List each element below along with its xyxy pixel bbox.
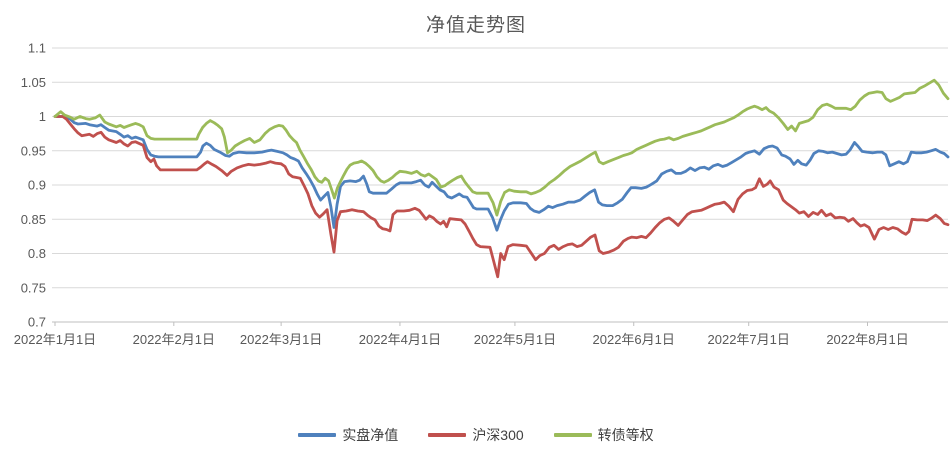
x-tick-label: 2022年2月1日 (133, 332, 215, 347)
x-tick-label: 2022年7月1日 (708, 332, 790, 347)
legend-item-hushen300: 沪深300 (428, 425, 524, 445)
x-tick-label: 2022年1月1日 (14, 332, 96, 347)
legend-label: 沪深300 (472, 427, 524, 443)
series-line-2 (53, 78, 950, 217)
y-tick-label: 1 (39, 109, 46, 124)
legend-swatch (298, 433, 337, 437)
series-line-1 (53, 115, 950, 279)
x-tick-label: 2022年3月1日 (240, 332, 322, 347)
chart-title: 净值走势图 (425, 15, 526, 36)
chart-legend: 实盘净值 沪深300 转债等权 (0, 425, 952, 445)
legend-item-zhuanzhai: 转债等权 (553, 425, 654, 445)
y-tick-label: 0.95 (21, 143, 46, 158)
legend-label: 转债等权 (597, 427, 654, 443)
legend-swatch (428, 433, 467, 437)
x-tick-label: 2022年4月1日 (359, 332, 441, 347)
legend-swatch (553, 433, 592, 437)
x-tick-label: 2022年6月1日 (593, 332, 675, 347)
y-tick-label: 0.75 (21, 280, 46, 295)
y-tick-label: 1.05 (21, 75, 46, 90)
legend-label: 实盘净值 (342, 427, 399, 443)
y-tick-label: 0.85 (21, 212, 46, 227)
y-tick-label: 0.9 (28, 178, 46, 193)
y-tick-label: 0.7 (28, 315, 46, 330)
x-tick-label: 2022年8月1日 (826, 332, 908, 347)
series-line-0 (53, 115, 950, 232)
y-tick-label: 0.8 (28, 246, 46, 261)
x-tick-label: 2022年5月1日 (474, 332, 556, 347)
legend-item-shipan: 实盘净值 (298, 425, 398, 445)
y-tick-label: 1.1 (28, 41, 46, 56)
